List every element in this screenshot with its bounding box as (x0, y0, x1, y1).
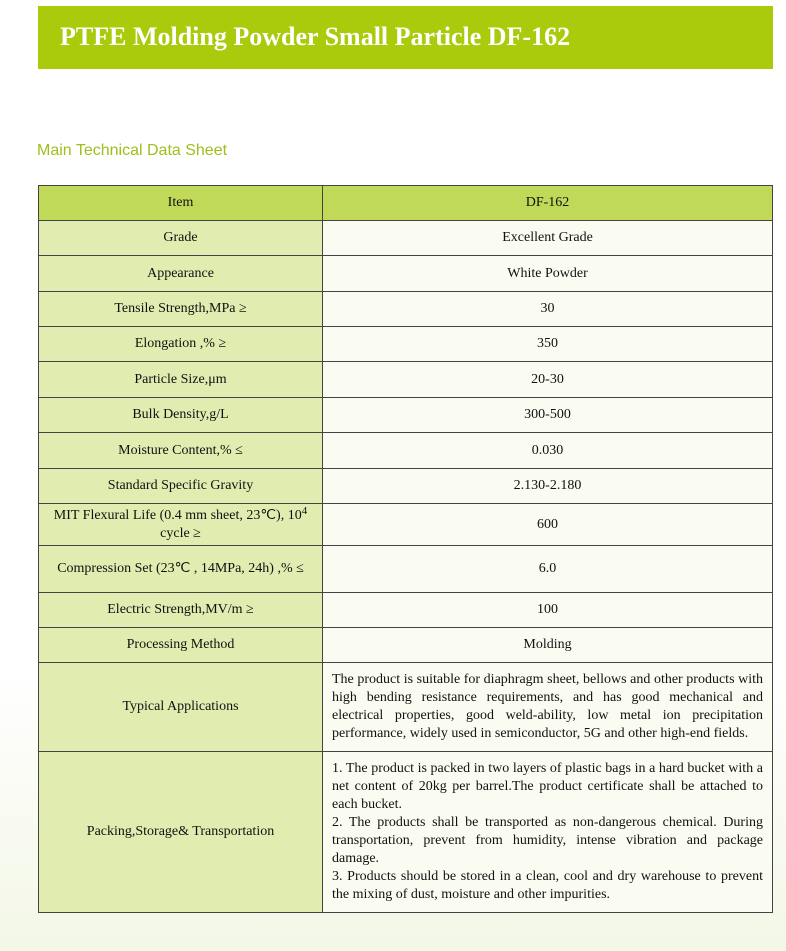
row-value: Excellent Grade (322, 220, 773, 256)
table-row: Elongation ,% ≥350 (38, 326, 773, 362)
row-label: Tensile Strength,MPa ≥ (38, 291, 323, 327)
row-label: Particle Size,μm (38, 361, 323, 398)
table-row: Particle Size,μm 20-30 (38, 361, 773, 398)
row-label: MIT Flexural Life (0.4 mm sheet, 23℃), 1… (38, 503, 323, 546)
row-label: Electric Strength,MV/m ≥ (38, 592, 323, 628)
row-value: The product is suitable for diaphragm sh… (322, 662, 773, 752)
row-label: Elongation ,% ≥ (38, 326, 323, 362)
row-value: 350 (322, 326, 773, 362)
row-value: 6.0 (322, 545, 773, 593)
row-label: Standard Specific Gravity (38, 468, 323, 504)
row-value: Molding (322, 627, 773, 663)
label-text: cycle ≥ (160, 525, 201, 541)
row-value: 2.130-2.180 (322, 468, 773, 504)
row-label: Compression Set (23℃ , 14MPa, 24h) ,% ≤ (38, 545, 323, 593)
row-value: 300-500 (322, 397, 773, 433)
row-value: 600 (322, 503, 773, 546)
table-row: MIT Flexural Life (0.4 mm sheet, 23℃), 1… (38, 503, 773, 546)
row-label: Packing,Storage& Transportation (38, 751, 323, 913)
row-value: 0.030 (322, 432, 773, 469)
row-label: Typical Applications (38, 662, 323, 752)
table-row: Typical Applications The product is suita… (38, 662, 773, 752)
header-item: Item (38, 185, 323, 221)
row-value: 1. The product is packed in two layers o… (322, 751, 773, 913)
data-sheet-table: Item DF-162 Grade Excellent Grade Appeara… (38, 185, 773, 913)
table-row: Standard Specific Gravity 2.130-2.180 (38, 468, 773, 504)
table-row: Grade Excellent Grade (38, 220, 773, 256)
row-value: 20-30 (322, 361, 773, 398)
row-label: Processing Method (38, 627, 323, 663)
row-value: 100 (322, 592, 773, 628)
packing-line: 1. The product is packed in two layers o… (332, 761, 763, 812)
section-subtitle: Main Technical Data Sheet (37, 142, 228, 159)
table-row: Compression Set (23℃ , 14MPa, 24h) ,% ≤6… (38, 545, 773, 593)
table-row: Moisture Content,% ≤0.030 (38, 432, 773, 469)
table-row: Appearance White Powder (38, 255, 773, 292)
row-label: Bulk Density,g/L (38, 397, 323, 433)
row-value: White Powder (322, 255, 773, 292)
table-row: Packing,Storage& Transportation 1. The p… (38, 751, 773, 913)
table-row: Electric Strength,MV/m ≥100 (38, 592, 773, 628)
packing-line: 3. Products should be stored in a clean,… (332, 869, 763, 902)
header-value: DF-162 (322, 185, 773, 221)
row-label: Moisture Content,% ≤ (38, 432, 323, 469)
page-title: PTFE Molding Powder Small Particle DF-16… (60, 22, 571, 51)
row-label: Grade (38, 220, 323, 256)
title-banner: PTFE Molding Powder Small Particle DF-16… (38, 6, 773, 69)
table-header-row: Item DF-162 (38, 185, 773, 221)
label-superscript: 4 (301, 504, 308, 517)
table-row: Processing Method Molding (38, 627, 773, 663)
packing-line: 2. The products shall be transported as … (332, 815, 763, 866)
row-label: Appearance (38, 255, 323, 292)
row-value: 30 (322, 291, 773, 327)
label-text: MIT Flexural Life (0.4 mm sheet, 23℃), 1… (53, 507, 302, 523)
table-row: Bulk Density,g/L 300-500 (38, 397, 773, 433)
table-row: Tensile Strength,MPa ≥30 (38, 291, 773, 327)
